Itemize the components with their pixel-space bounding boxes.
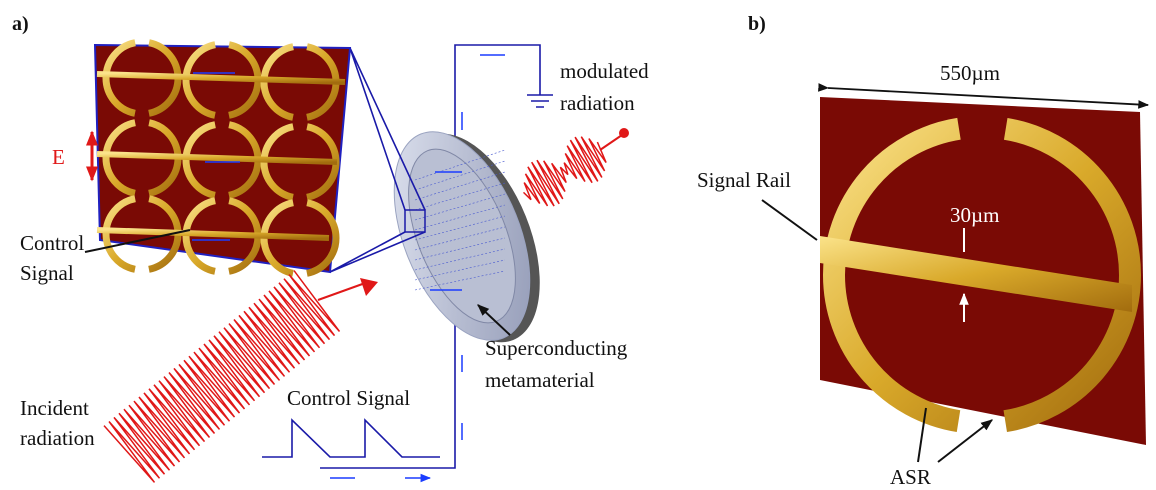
- rail-label: Signal Rail: [697, 168, 791, 192]
- figure: a) E Control Signal Incident radiation C…: [0, 0, 1156, 490]
- modulated-wave: [524, 137, 607, 206]
- incident-head: [360, 278, 378, 296]
- incident-label: radiation: [20, 426, 95, 450]
- output-label: radiation: [560, 91, 635, 115]
- incident-direction: [318, 282, 368, 300]
- field-label: E: [52, 145, 65, 169]
- signal-label: Control Signal: [287, 386, 410, 410]
- modulated-head: [619, 128, 629, 138]
- resonator-label: ASR: [890, 465, 931, 489]
- material-label: Superconducting: [485, 336, 628, 360]
- panel-label: a): [12, 13, 29, 35]
- width-label: 550µm: [940, 61, 1000, 85]
- incident-wave: [104, 271, 340, 483]
- panel-a: a) E Control Signal Incident radiation C…: [12, 13, 649, 482]
- panel-b: b) 550µm Signal Rail 30µm ASR: [697, 13, 1148, 489]
- panel-label: b): [748, 13, 766, 35]
- control-signal-waveform: [262, 420, 440, 457]
- gap-label: 30µm: [950, 203, 999, 227]
- control-label: Control: [20, 231, 84, 255]
- modulated-direction: [600, 135, 622, 150]
- output-label: modulated: [560, 59, 649, 83]
- control-label: Signal: [20, 261, 74, 285]
- material-label: metamaterial: [485, 368, 595, 392]
- incident-label: Incident: [20, 396, 89, 420]
